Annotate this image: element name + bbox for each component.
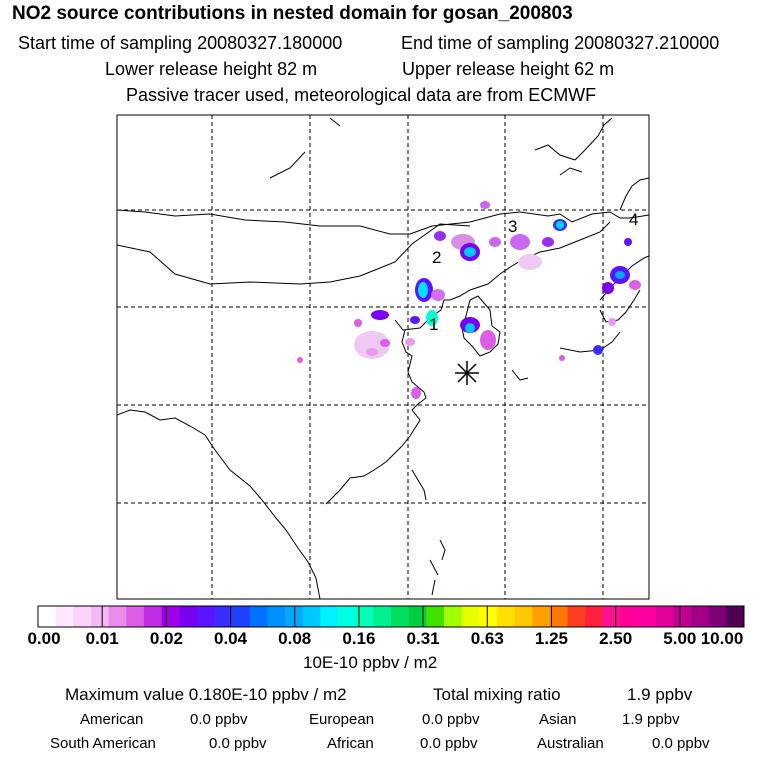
- colorbar-cell: [726, 606, 745, 627]
- colorbar-tick-label: 0.02: [149, 629, 183, 648]
- colorbar-cell: [338, 606, 357, 627]
- source-contribution-plumes: [297, 201, 641, 399]
- region-name: African: [327, 735, 374, 752]
- start-time-label: Start time of sampling 20080327.180000: [18, 33, 343, 53]
- colorbar-cell: [479, 606, 498, 627]
- colorbar-cell: [638, 606, 657, 627]
- end-time-label: End time of sampling 20080327.210000: [401, 33, 720, 53]
- upper-release-height-label: Upper release height 62 m: [402, 59, 615, 79]
- colorbar-cell: [38, 606, 57, 627]
- colorbar-cell: [602, 606, 621, 627]
- colorbar-cell: [161, 606, 180, 627]
- coastline-china-korea: [117, 209, 649, 235]
- colorbar-tick-label: 5.00: [663, 629, 697, 648]
- colorbar-cell: [179, 606, 198, 627]
- total-mixing-ratio-value: 1.9 ppbv: [627, 685, 693, 704]
- colorbar-cell: [408, 606, 427, 627]
- coastline-sakhalin: [574, 117, 649, 211]
- colorbar-cell: [126, 606, 145, 627]
- colorbar-tick-label: 2.50: [599, 629, 633, 648]
- region-value: 0.0 ppbv: [209, 735, 267, 752]
- colorbar-cell: [373, 606, 392, 627]
- region-value: 0.0 ppbv: [422, 711, 480, 728]
- colorbar-cell: [143, 606, 163, 627]
- colorbar-cell: [691, 606, 710, 627]
- coastline-north: [269, 117, 341, 179]
- colorbar-cell: [532, 606, 551, 627]
- colorbar-cell: [196, 606, 215, 627]
- source-label-4: 4: [629, 210, 638, 229]
- colorbar-tick-label: 10.00: [700, 629, 744, 648]
- coastline-okhotsk: [534, 144, 583, 176]
- colorbar-tick-label: 0.63: [470, 629, 504, 648]
- coastline-taiwan: [411, 469, 427, 501]
- colorbar-cell: [285, 606, 304, 627]
- colorbar-frame: [37, 605, 745, 628]
- region-value: 0.0 ppbv: [420, 735, 478, 752]
- region-value: 0.0 ppbv: [652, 735, 710, 752]
- colorbar-tick-label: 1.25: [534, 629, 568, 648]
- map-title: NO2 source contributions in nested domai…: [12, 3, 573, 24]
- coastline-islands: [429, 539, 446, 596]
- colorbar-cell: [267, 606, 286, 627]
- region-value: 0.0 ppbv: [190, 711, 248, 728]
- coastline-bohai: [325, 329, 427, 505]
- colorbar-cell: [55, 606, 74, 627]
- region-name: American: [80, 711, 144, 728]
- map-graticule: [117, 115, 649, 599]
- map-frame: [116, 114, 650, 600]
- colorbar-cell: [90, 606, 110, 627]
- colorbar-cell: [496, 606, 516, 627]
- colorbar-cell: [232, 606, 251, 627]
- colorbar-cell: [214, 606, 233, 627]
- colorbar-cell: [673, 606, 692, 627]
- maximum-value-label: Maximum value 0.180E-10 ppbv / m2: [65, 685, 347, 704]
- colorbar-cell: [443, 606, 463, 627]
- region-name: Australian: [537, 735, 604, 752]
- colorbar-cell: [108, 606, 127, 627]
- colorbar-tick-label: 0.08: [278, 629, 312, 648]
- source-label-2: 2: [432, 248, 441, 267]
- colorbar-cell: [585, 606, 604, 627]
- colorbar-tick-label: 0.31: [406, 629, 440, 648]
- colorbar-cell: [302, 606, 321, 627]
- colorbar-cell: [549, 606, 568, 627]
- colorbar-cell: [567, 606, 586, 627]
- colorbar-tick-label: 0.00: [27, 629, 61, 648]
- colorbar-cell: [655, 606, 674, 627]
- colorbar-tick-label: 0.16: [342, 629, 376, 648]
- region-name: Asian: [539, 711, 577, 728]
- source-label-3: 3: [508, 217, 517, 236]
- region-name: South American: [50, 735, 156, 752]
- colorbar-cell: [249, 606, 268, 627]
- tracer-note: Passive tracer used, meteorological data…: [126, 85, 597, 105]
- receptor-station-marker: [455, 361, 479, 385]
- region-value: 1.9 ppbv: [622, 711, 680, 728]
- total-mixing-ratio-label: Total mixing ratio: [433, 685, 561, 704]
- colorbar-unit: 10E-10 ppbv / m2: [303, 653, 438, 672]
- coastline-russia-border: [117, 223, 471, 285]
- coastline-south-china: [117, 409, 321, 599]
- colorbar-cell: [620, 606, 639, 627]
- colorbar-cell: [73, 606, 92, 627]
- colorbar-cell: [514, 606, 533, 627]
- colorbar-cell: [320, 606, 339, 627]
- region-name: European: [309, 711, 375, 728]
- colorbar-tick-label: 0.04: [213, 629, 248, 648]
- colorbar-cell: [355, 606, 374, 627]
- colorbar-cell: [708, 606, 727, 627]
- colorbar-cell: [391, 606, 410, 627]
- source-label-1: 1: [429, 315, 438, 334]
- colorbar-cell: [461, 606, 480, 627]
- lower-release-height-label: Lower release height 82 m: [105, 59, 318, 79]
- colorbar-tick-label: 0.01: [85, 629, 119, 648]
- colorbar-cell: [426, 606, 445, 627]
